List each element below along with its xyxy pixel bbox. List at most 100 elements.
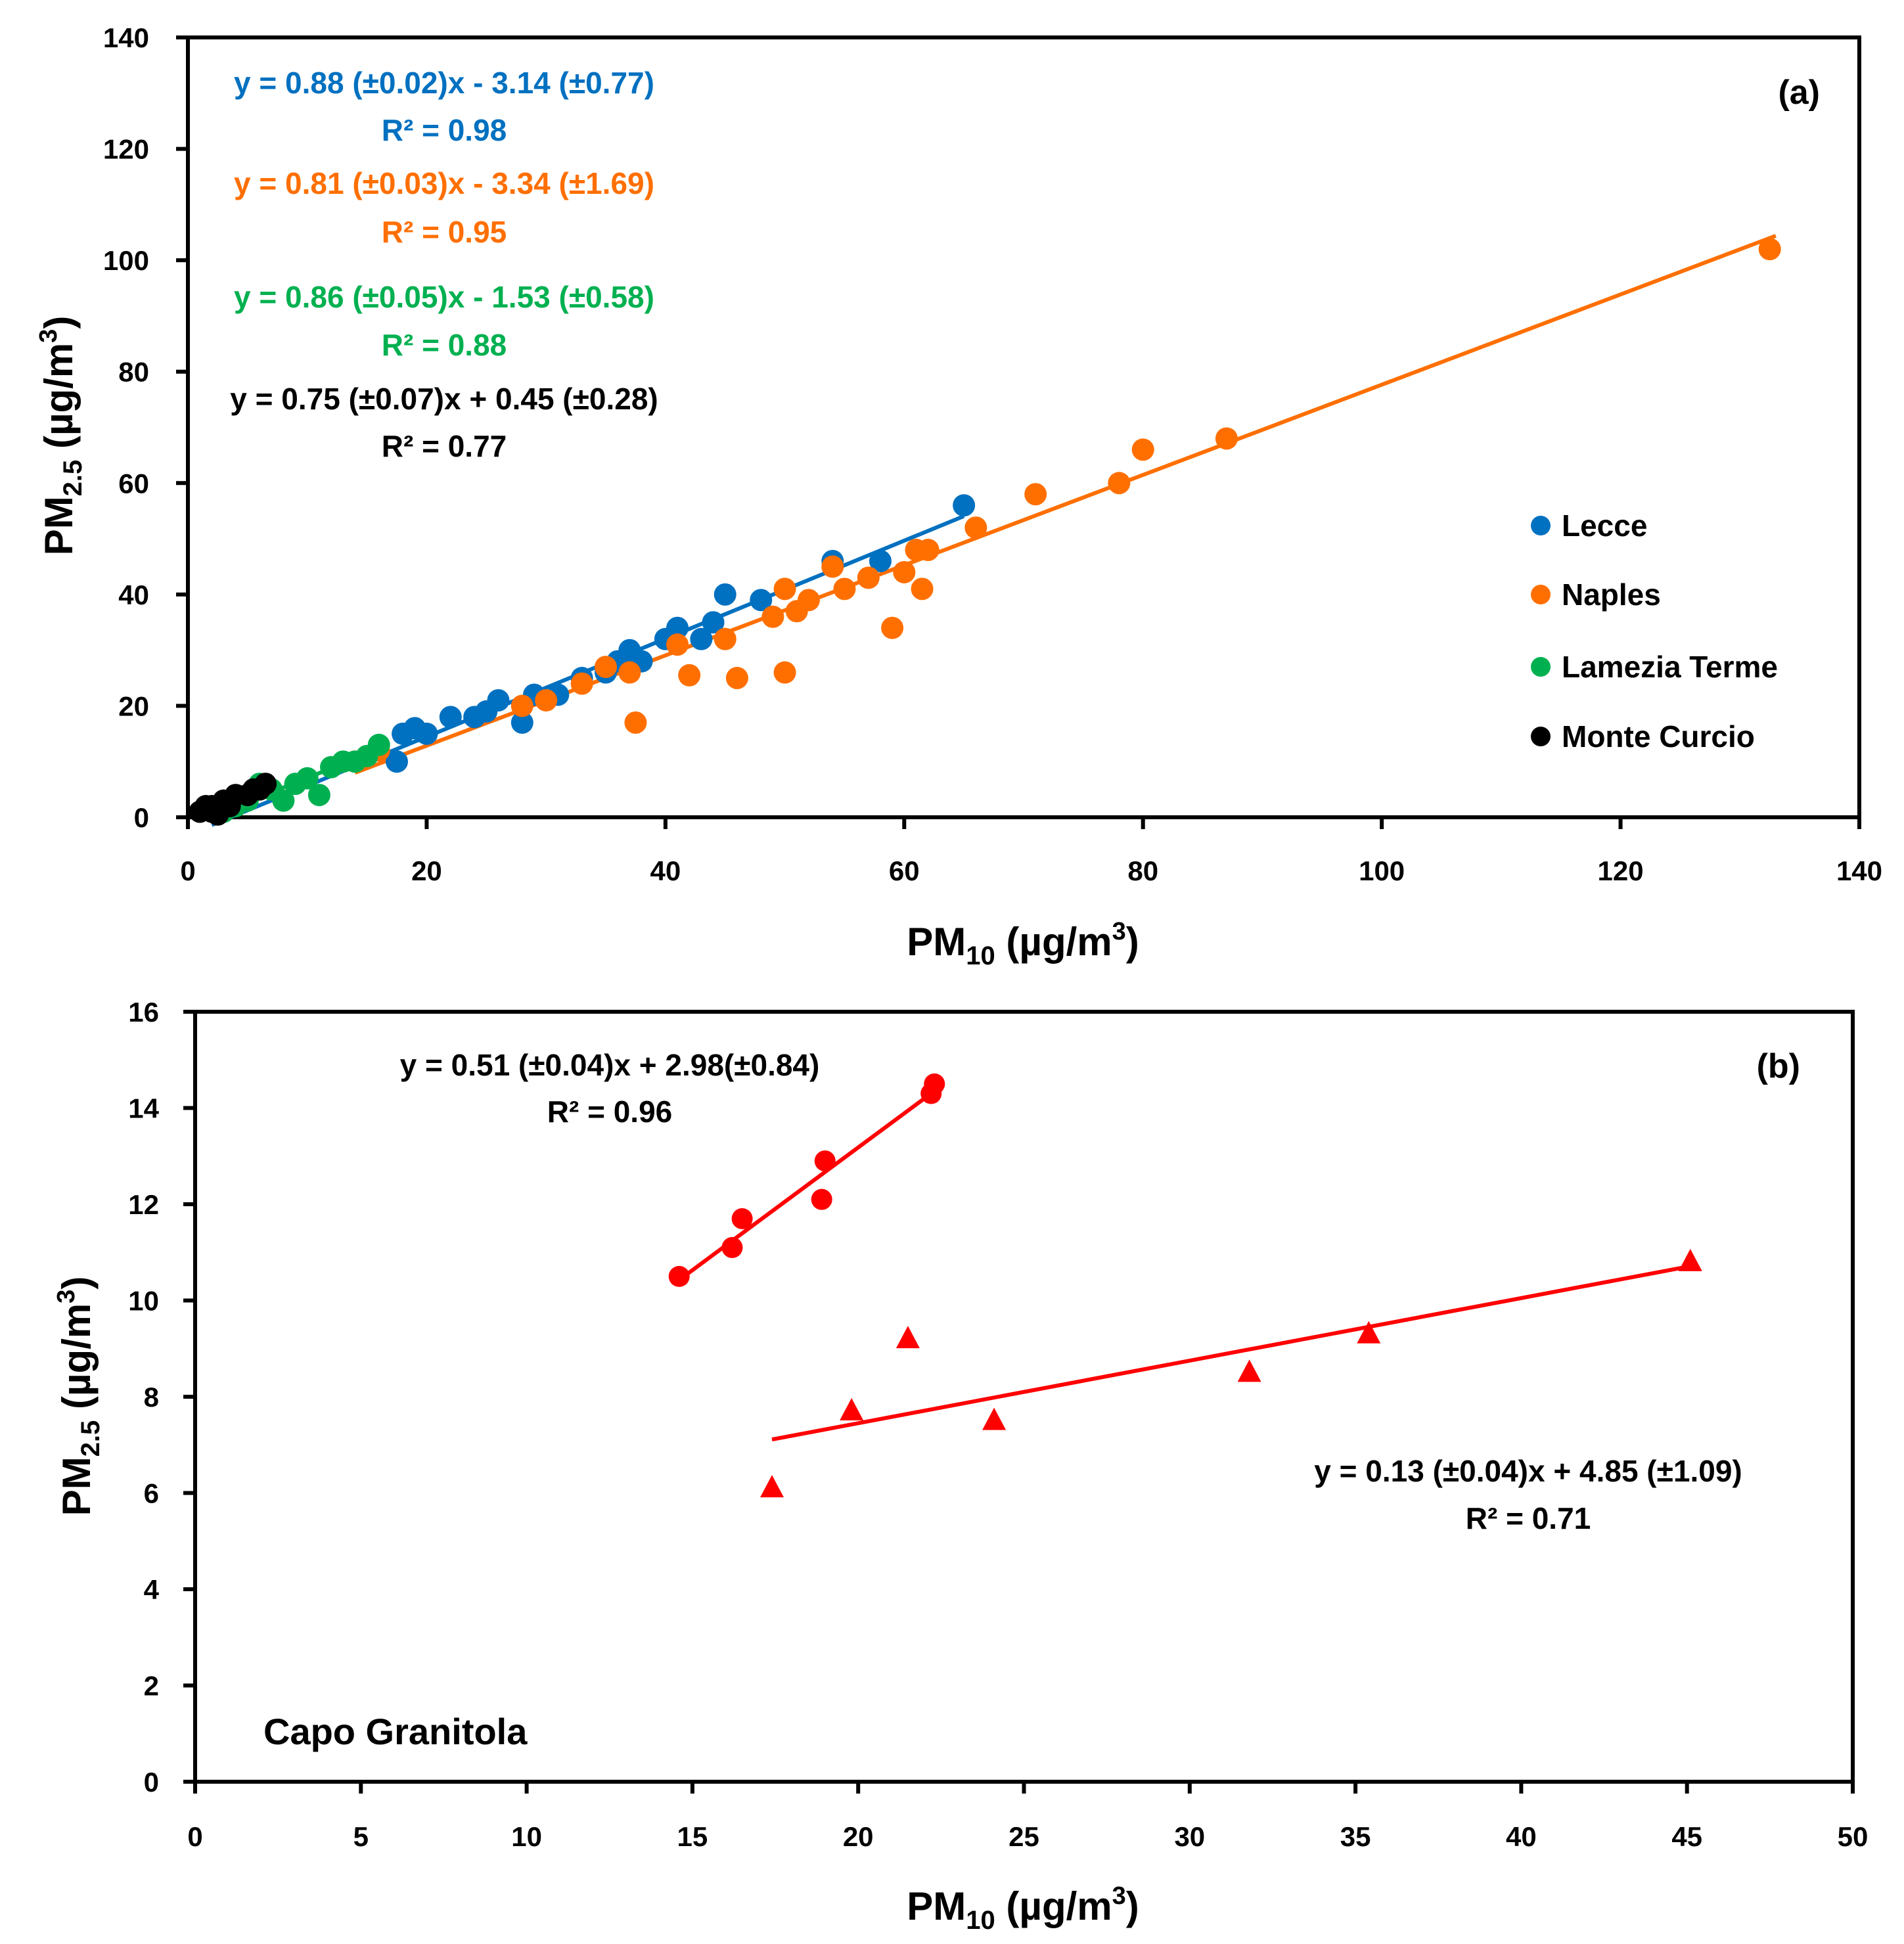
point-triangles: [982, 1407, 1007, 1430]
point-lamezia-terme: [296, 767, 319, 790]
point-naples: [678, 664, 701, 687]
r2-lecce: R² = 0.98: [382, 113, 507, 147]
point-naples: [595, 656, 617, 679]
equation-lecce: y = 0.88 (±0.02)x - 3.14 (±0.77): [234, 66, 654, 100]
point-naples: [911, 577, 934, 600]
point-naples: [570, 672, 593, 695]
y-tick-label: 40: [118, 579, 149, 610]
point-naples: [535, 689, 558, 712]
fit-line-circles: [677, 1089, 936, 1282]
y-tick-label: 6: [144, 1478, 159, 1509]
point-naples: [725, 667, 748, 690]
x-tick-label: 10: [511, 1821, 542, 1852]
r2-circles: R² = 0.96: [547, 1095, 673, 1129]
x-tick-label: 40: [650, 855, 681, 886]
equation-triangles: y = 0.13 (±0.04)x + 4.85 (±1.09): [1314, 1454, 1742, 1488]
x-tick-label: 25: [1009, 1821, 1039, 1852]
y-tick-label: 80: [118, 357, 149, 388]
r2-naples: R² = 0.95: [382, 215, 507, 249]
legend-label-monte-curcio: Monte Curcio: [1562, 719, 1755, 754]
x-axis-title-b: PM10 (µg/m3): [907, 1882, 1139, 1935]
point-lecce: [439, 706, 462, 729]
point-lecce: [869, 549, 892, 572]
r2-monte-curcio: R² = 0.77: [382, 429, 507, 463]
x-tick-label: 20: [411, 855, 442, 886]
x-tick-label: 40: [1506, 1821, 1537, 1852]
point-circles: [811, 1188, 832, 1210]
panel-label-a: (a): [1778, 74, 1820, 112]
point-triangles: [1237, 1359, 1261, 1382]
point-circles: [731, 1208, 753, 1229]
point-naples: [917, 539, 940, 562]
x-tick-label: 140: [1836, 855, 1882, 886]
point-triangles: [895, 1326, 920, 1349]
point-naples: [1024, 483, 1047, 506]
point-lamezia-terme: [307, 784, 330, 807]
point-naples: [773, 577, 796, 600]
legend-marker-naples: [1531, 585, 1551, 604]
legend-marker-lecce: [1531, 516, 1551, 535]
y-tick-label: 120: [103, 134, 149, 165]
point-naples: [714, 627, 737, 650]
x-tick-label: 20: [843, 1821, 874, 1852]
point-naples: [857, 566, 880, 589]
point-lecce: [666, 616, 689, 639]
point-circles: [668, 1265, 690, 1287]
x-tick-label: 5: [353, 1821, 369, 1852]
point-naples: [761, 605, 784, 628]
point-naples: [666, 633, 689, 656]
legend-marker-monte-curcio: [1531, 727, 1551, 746]
x-tick-label: 60: [889, 855, 920, 886]
y-tick-label: 100: [103, 245, 149, 276]
x-tick-label: 0: [187, 1821, 202, 1852]
equation-circles: y = 0.51 (±0.04)x + 2.98(±0.84): [400, 1048, 820, 1082]
point-naples: [797, 589, 820, 612]
point-lecce: [690, 627, 713, 650]
point-monte-curcio: [254, 773, 277, 796]
point-lamezia-terme: [272, 789, 295, 812]
x-tick-label: 30: [1174, 1821, 1205, 1852]
y-axis-title-b: PM2.5 (µg/m3): [53, 1277, 105, 1516]
point-naples: [618, 661, 641, 684]
legend-marker-lamezia: [1531, 657, 1551, 677]
point-naples: [833, 577, 856, 600]
x-axis-title-a: PM10 (µg/m3): [907, 918, 1139, 970]
point-lecce: [750, 589, 773, 612]
point-naples: [510, 694, 533, 717]
y-tick-label: 140: [103, 22, 149, 53]
plot-area-a: [186, 35, 1861, 819]
y-tick-label: 60: [118, 468, 149, 499]
equation-monte-curcio: y = 0.75 (±0.07)x + 0.45 (±0.28): [230, 382, 658, 416]
point-naples: [1108, 472, 1131, 495]
panel-a: 0 20 40 60 80 100 120 140 0 20 40 60 80 100 120 140 (a)…: [35, 22, 1882, 970]
point-triangles: [840, 1397, 864, 1420]
point-naples: [821, 555, 844, 578]
point-naples: [1758, 238, 1781, 261]
y-tick-label: 8: [144, 1382, 159, 1413]
y-tick-label: 4: [144, 1574, 160, 1605]
point-lecce: [487, 689, 510, 712]
x-tick-label: 50: [1838, 1821, 1869, 1852]
y-tick-label: 16: [128, 997, 159, 1028]
site-annotation: Capo Granitola: [263, 1711, 528, 1752]
x-tick-label: 35: [1340, 1821, 1371, 1852]
x-tick-label: 0: [180, 855, 195, 886]
point-naples: [964, 516, 987, 539]
y-tick-label: 10: [128, 1286, 159, 1317]
point-circles: [924, 1073, 945, 1095]
x-tick-label: 15: [677, 1821, 708, 1852]
panel-b: 0 5 10 15 20 25 30 35 40 45 50 0 2 4 6 8 10 12 14 16 (b) y …: [53, 997, 1868, 1935]
point-triangles: [1357, 1321, 1381, 1344]
point-triangles: [1678, 1248, 1702, 1271]
x-tick-label: 120: [1598, 855, 1644, 886]
point-lecce: [714, 583, 737, 606]
point-lecce: [953, 494, 976, 517]
x-tick-label: 80: [1127, 855, 1158, 886]
legend: Lecce Naples Lamezia Terme Monte Curcio: [1531, 509, 1778, 754]
point-circles: [814, 1150, 836, 1172]
point-naples: [1131, 438, 1154, 461]
x-tick-label: 45: [1671, 1821, 1702, 1852]
fit-line-triangles: [771, 1264, 1691, 1441]
point-lecce: [510, 711, 533, 734]
